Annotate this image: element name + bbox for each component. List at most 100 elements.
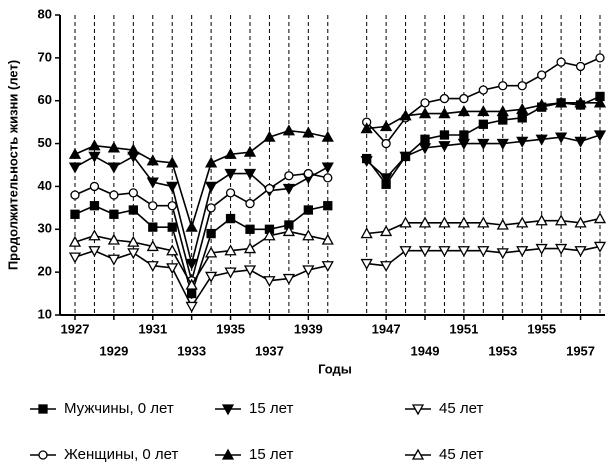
data-point xyxy=(148,222,158,232)
legend-label: Женщины, 0 лет xyxy=(64,446,179,463)
data-point xyxy=(225,213,236,224)
data-point xyxy=(68,235,82,247)
y-tick-label: 30 xyxy=(38,221,52,236)
data-point xyxy=(127,235,140,247)
y-tick-label: 50 xyxy=(38,135,52,150)
data-point xyxy=(323,201,333,211)
data-point xyxy=(459,93,469,104)
data-point xyxy=(555,214,568,226)
data-point xyxy=(68,252,82,264)
x-tick-label: 1939 xyxy=(294,321,323,336)
data-point xyxy=(224,244,237,256)
data-point xyxy=(438,216,451,228)
data-point xyxy=(245,198,255,209)
data-point xyxy=(496,138,509,150)
data-point xyxy=(206,228,216,239)
legend-marker xyxy=(411,448,425,460)
data-point xyxy=(107,254,120,266)
data-point xyxy=(399,109,412,121)
data-point xyxy=(205,271,218,283)
x-tick-label: 1935 xyxy=(216,321,245,336)
data-point xyxy=(575,61,586,72)
data-point xyxy=(263,130,276,142)
data-point xyxy=(88,151,101,163)
y-tick-label: 20 xyxy=(38,264,52,279)
data-point xyxy=(420,134,430,144)
data-point xyxy=(185,278,198,290)
data-point xyxy=(438,141,451,153)
data-point xyxy=(496,248,509,260)
data-point xyxy=(127,143,140,155)
data-point xyxy=(420,98,430,108)
data-point xyxy=(593,241,607,253)
data-point xyxy=(284,171,294,181)
data-point xyxy=(535,98,548,110)
data-point xyxy=(380,261,393,273)
x-tick-label: 1927 xyxy=(61,321,90,336)
data-point xyxy=(574,136,587,148)
data-point xyxy=(418,216,432,228)
data-point xyxy=(282,225,295,237)
data-point xyxy=(243,168,257,180)
data-point xyxy=(205,156,218,168)
data-point xyxy=(282,273,295,285)
data-point xyxy=(516,216,529,228)
data-point xyxy=(477,138,490,150)
data-point xyxy=(146,240,159,252)
data-point xyxy=(282,183,295,195)
data-point xyxy=(245,224,255,234)
data-point xyxy=(89,181,100,192)
data-point xyxy=(166,181,179,193)
data-point xyxy=(438,246,451,258)
data-point xyxy=(439,130,450,140)
data-point xyxy=(556,57,566,67)
data-point xyxy=(555,132,568,144)
data-point xyxy=(70,190,80,200)
x-tick-label: 1949 xyxy=(411,343,440,358)
data-point xyxy=(399,246,412,258)
data-point xyxy=(167,201,177,211)
data-point xyxy=(263,229,276,241)
data-point xyxy=(360,258,373,270)
data-point xyxy=(127,248,140,260)
data-point xyxy=(321,261,334,273)
data-point xyxy=(457,138,470,150)
data-point xyxy=(399,151,412,163)
data-point xyxy=(263,276,276,288)
data-point xyxy=(205,246,218,258)
data-point xyxy=(457,246,470,258)
series-line xyxy=(74,245,601,309)
data-point xyxy=(477,246,490,258)
data-point xyxy=(477,105,490,117)
data-point xyxy=(399,216,412,228)
data-point xyxy=(574,96,587,108)
data-point xyxy=(496,105,509,117)
data-point xyxy=(68,147,82,159)
data-point xyxy=(535,134,548,146)
data-point xyxy=(360,227,373,239)
data-point xyxy=(70,209,80,219)
data-point xyxy=(128,188,138,198)
x-axis-title: Годы xyxy=(318,361,352,376)
x-tick-label: 1937 xyxy=(255,343,284,358)
y-axis-title: Продолжительность жизни (лет) xyxy=(5,60,20,270)
data-point xyxy=(555,96,568,108)
data-point xyxy=(185,220,198,232)
data-point xyxy=(167,222,177,232)
data-point xyxy=(574,216,587,228)
data-point xyxy=(128,205,138,215)
data-point xyxy=(166,156,179,168)
data-point xyxy=(282,124,295,136)
data-point xyxy=(224,267,237,279)
data-point xyxy=(107,141,120,153)
data-point xyxy=(88,229,101,241)
y-tick-label: 60 xyxy=(38,92,52,107)
data-point xyxy=(166,244,179,256)
legend-label: 45 лет xyxy=(439,400,483,417)
x-tick-label: 1955 xyxy=(527,321,556,336)
data-point xyxy=(89,201,100,211)
data-point xyxy=(302,265,315,277)
data-point xyxy=(224,147,237,159)
data-point xyxy=(109,190,119,200)
